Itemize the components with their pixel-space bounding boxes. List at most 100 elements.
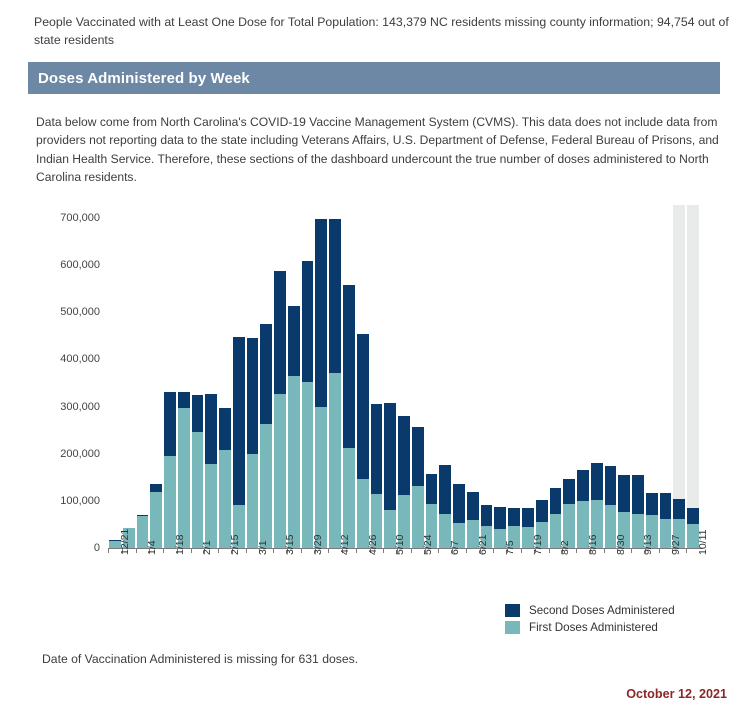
x-axis-tick — [245, 548, 247, 553]
bar-segment-first-doses — [232, 504, 245, 548]
bar-column[interactable] — [493, 218, 507, 548]
bar-column[interactable] — [218, 218, 232, 548]
bar-segment-second-doses — [466, 492, 479, 520]
bar-segment-first-doses — [260, 424, 273, 548]
bar-segment-second-doses — [521, 507, 534, 528]
bar-segment-second-doses — [343, 285, 355, 449]
chart-legend: Second Doses Administered First Doses Ad… — [505, 604, 675, 638]
bar-segment-second-doses — [398, 416, 410, 495]
bar-column[interactable] — [466, 218, 480, 548]
bar-column[interactable] — [411, 218, 425, 548]
bar-column[interactable] — [232, 218, 246, 548]
bar-segment-second-doses — [577, 470, 589, 501]
bar-column[interactable] — [576, 218, 590, 548]
bar-column[interactable] — [645, 218, 659, 548]
bar-segment-first-doses — [577, 500, 589, 548]
bar-column[interactable] — [604, 218, 618, 548]
bar-segment-first-doses — [618, 512, 631, 548]
bar-segment-first-doses — [645, 515, 658, 548]
x-axis-tick-label: 6/7 — [449, 540, 462, 555]
bar-column[interactable] — [521, 218, 535, 548]
bar-column[interactable] — [177, 218, 191, 548]
bar-segment-first-doses — [687, 524, 699, 548]
x-axis-labels: 12/21 1/4 1/18 2/1 2/15 3/1 3/15 3/29 4/12 4/26 5/… — [108, 529, 709, 603]
x-axis-tick — [521, 548, 523, 553]
x-axis-tick — [135, 548, 137, 553]
x-axis-tick — [355, 548, 357, 553]
bar-segment-first-doses — [673, 519, 686, 548]
bar-segment-first-doses — [590, 500, 603, 548]
bar-column[interactable] — [672, 205, 686, 548]
bar-column[interactable] — [397, 218, 411, 548]
y-axis-tick-label: 200,000 — [60, 447, 100, 460]
bar-column[interactable] — [204, 218, 218, 548]
bar-segment-first-doses — [343, 448, 355, 548]
bar-segment-first-doses — [535, 522, 548, 548]
bar-column[interactable] — [507, 218, 521, 548]
bar-segment-first-doses — [549, 514, 562, 548]
bar-column[interactable] — [562, 218, 576, 548]
bar-column[interactable] — [617, 218, 631, 548]
bar-column[interactable] — [328, 218, 342, 548]
bar-segment-first-doses — [563, 503, 576, 548]
bar-column[interactable] — [535, 218, 549, 548]
bar-segment-second-doses — [687, 508, 699, 525]
x-axis-tick-label: 5/10 — [394, 534, 407, 555]
bar-column[interactable] — [108, 218, 122, 548]
bar-column[interactable] — [425, 218, 439, 548]
bar-segment-first-doses — [205, 463, 218, 548]
bar-column[interactable] — [122, 218, 136, 548]
x-axis-tick-label: 8/30 — [614, 534, 627, 555]
bar-column[interactable] — [273, 218, 287, 548]
bar-column[interactable] — [370, 218, 384, 548]
bar-column[interactable] — [438, 218, 452, 548]
bar-segment-first-doses — [659, 518, 672, 548]
x-axis-tick-label: 7/5 — [504, 540, 517, 555]
x-axis-tick-label: 8/2 — [559, 540, 572, 555]
x-axis-tick-label: 4/12 — [339, 534, 352, 555]
bar-column[interactable] — [149, 218, 163, 548]
bar-segment-second-doses — [205, 394, 218, 464]
bar-column[interactable] — [191, 218, 205, 548]
bar-segment-second-doses — [150, 483, 163, 493]
bar-column[interactable] — [686, 205, 700, 548]
y-axis-tick-label: 600,000 — [60, 259, 100, 272]
doses-by-week-chart: 0 100,000 200,000 300,000 400,000 500,000 600,… — [0, 205, 755, 605]
bar-column[interactable] — [287, 218, 301, 548]
bar-segment-second-doses — [246, 337, 259, 455]
bar-segment-second-doses — [411, 426, 424, 487]
x-axis-tick — [204, 548, 206, 553]
x-axis-tick — [369, 548, 371, 553]
top-note: People Vaccinated with at Least One Dose… — [34, 15, 729, 47]
bar-column[interactable] — [356, 218, 370, 548]
bar-column[interactable] — [136, 218, 150, 548]
bar-segment-second-doses — [439, 465, 452, 515]
section-title: Doses Administered by Week — [38, 69, 250, 87]
incomplete-week-shade — [673, 205, 686, 548]
x-axis-tick — [576, 548, 578, 553]
bar-segment-first-doses — [150, 492, 163, 548]
bar-segment-second-doses — [370, 403, 383, 495]
bar-column[interactable] — [301, 218, 315, 548]
bar-column[interactable] — [259, 218, 273, 548]
bar-column[interactable] — [314, 218, 328, 548]
bar-column[interactable] — [452, 218, 466, 548]
bar-column[interactable] — [342, 218, 356, 548]
bar-segment-second-doses — [673, 498, 686, 520]
x-axis-tick — [534, 548, 536, 553]
x-axis-tick-label: 2/1 — [201, 540, 214, 555]
bar-segment-first-doses — [315, 407, 328, 548]
x-axis-tick — [686, 548, 688, 553]
x-axis-tick-label: 3/29 — [311, 534, 324, 555]
bar-column[interactable] — [590, 218, 604, 548]
bar-column[interactable] — [631, 218, 645, 548]
bar-column[interactable] — [383, 218, 397, 548]
x-axis-tick — [149, 548, 151, 553]
bar-column[interactable] — [659, 218, 673, 548]
bar-column[interactable] — [480, 218, 494, 548]
y-axis-tick-label: 500,000 — [60, 306, 100, 319]
bar-column[interactable] — [163, 218, 177, 548]
bar-segment-second-doses — [287, 306, 300, 376]
bar-column[interactable] — [246, 218, 260, 548]
bar-column[interactable] — [549, 218, 563, 548]
